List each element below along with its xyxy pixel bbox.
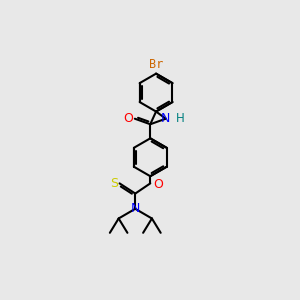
Text: H: H xyxy=(176,112,184,125)
Text: N: N xyxy=(131,202,140,215)
Text: O: O xyxy=(123,112,133,125)
Text: N: N xyxy=(161,112,170,125)
Text: O: O xyxy=(154,178,164,191)
Text: S: S xyxy=(110,177,118,190)
Text: Br: Br xyxy=(149,58,163,71)
